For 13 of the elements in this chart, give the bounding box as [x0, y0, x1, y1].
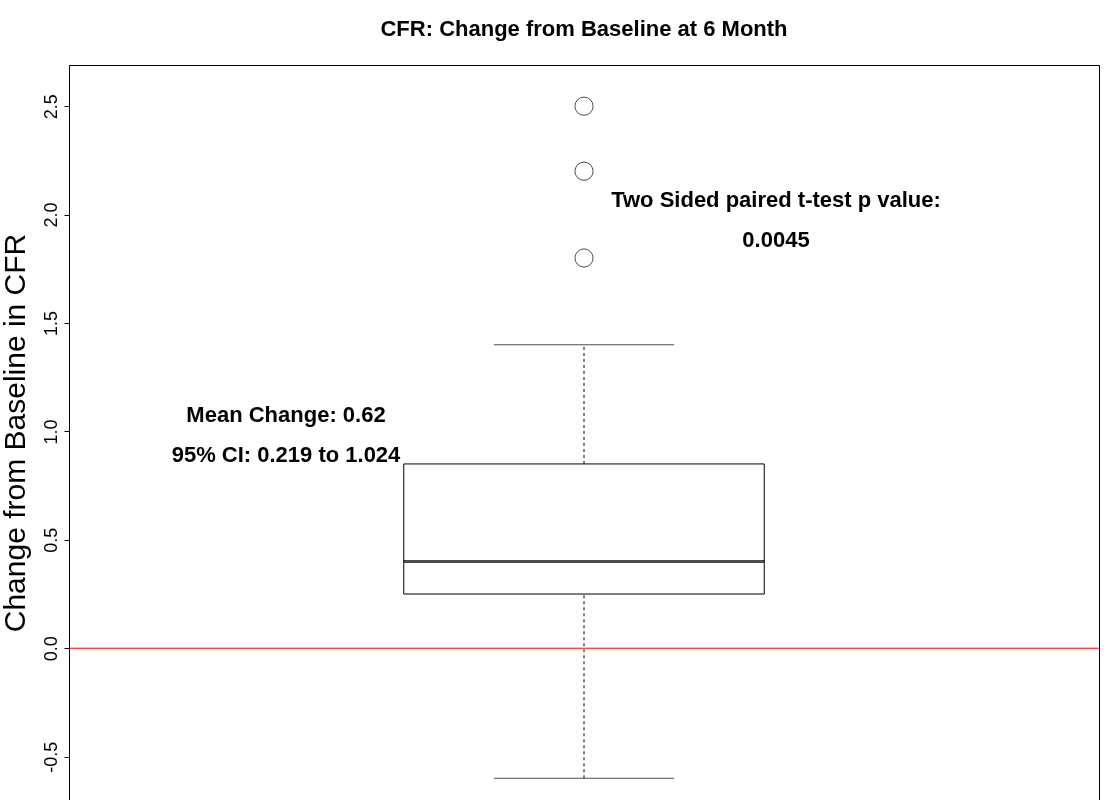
- y-tick-label: 2.5: [40, 94, 61, 120]
- y-tick-label: 1.0: [40, 419, 61, 445]
- y-tick-label: 1.5: [40, 310, 61, 337]
- y-tick-label: 2.0: [40, 202, 61, 228]
- y-tick-label: 0.0: [40, 636, 61, 662]
- y-axis-title: Change from Baseline in CFR: [0, 233, 31, 633]
- annotation: 95% CI: 0.219 to 1.024: [171, 442, 402, 467]
- y-tick-label: -0.5: [40, 741, 61, 773]
- annotation: Mean Change: 0.62: [186, 402, 386, 427]
- y-tick-label: 0.5: [40, 527, 61, 553]
- chart-title: CFR: Change from Baseline at 6 Month: [380, 16, 788, 41]
- annotation: 0.0045: [742, 227, 810, 252]
- annotation: Two Sided paired t-test p value:: [611, 187, 941, 212]
